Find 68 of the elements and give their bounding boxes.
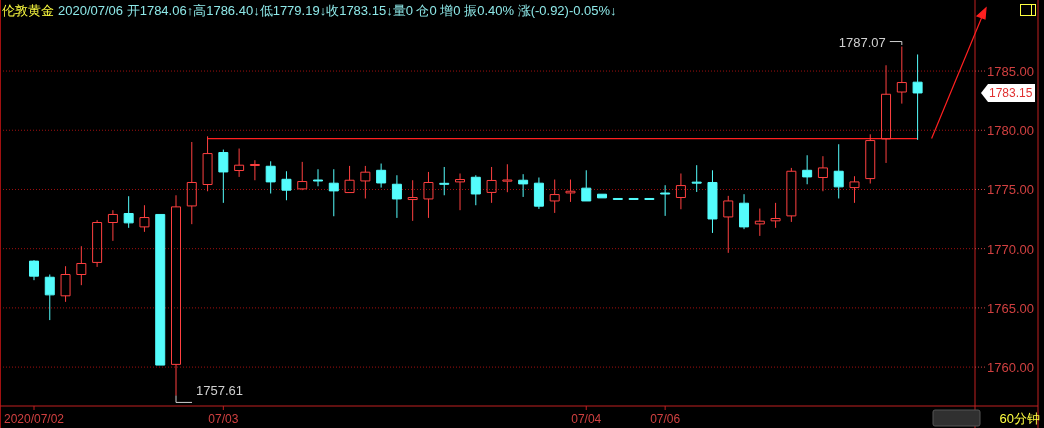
y-tick-label: 1760.00	[987, 360, 1034, 376]
candlestick	[754, 208, 765, 237]
candlestick	[76, 245, 87, 286]
x-tick-label: 07/04	[571, 412, 602, 426]
candlestick	[723, 195, 734, 254]
candlestick	[565, 179, 576, 203]
x-tick-label: 2020/07/02	[3, 412, 65, 426]
candlestick	[29, 259, 39, 281]
candlestick	[344, 165, 355, 194]
candlestick	[281, 170, 292, 201]
candlestick	[833, 143, 844, 199]
candlestick	[770, 202, 781, 229]
candlestick	[660, 184, 671, 217]
candlestick	[549, 179, 560, 214]
candlestick	[470, 174, 481, 206]
candlestick	[896, 46, 907, 105]
chart-title: 伦敦黄金	[2, 3, 54, 18]
candlestick	[328, 168, 339, 217]
candlestick	[533, 177, 544, 210]
annotation: 1787.07	[838, 34, 886, 50]
candlestick	[123, 195, 134, 229]
chart-subtitle: 2020/07/06 开1784.06↑高1786.40↓低1779.19↓收1783.15↓量0 仓0 增0 振0.40% 涨(-0.92)-0.05%↓	[58, 3, 617, 18]
candlestick	[849, 175, 860, 204]
candlestick	[912, 53, 923, 141]
candlestick	[139, 204, 150, 233]
y-tick-label: 1780.00	[987, 123, 1034, 139]
candlestick	[786, 167, 797, 223]
candlestick	[313, 168, 324, 187]
candlestick	[739, 193, 750, 230]
candlestick	[107, 209, 118, 242]
y-tick-label: 1765.00	[987, 300, 1034, 316]
x-tick-label: 07/03	[208, 412, 239, 426]
candlestick	[691, 164, 702, 193]
candlestick	[439, 166, 450, 196]
candlestick	[249, 159, 260, 181]
candlestick	[581, 169, 592, 202]
candlestick	[817, 155, 828, 192]
candlestick	[802, 154, 813, 185]
candlestick	[612, 197, 623, 200]
candlestick	[297, 161, 308, 191]
candlestick	[407, 179, 418, 222]
candlestick	[628, 197, 639, 200]
candlestick	[423, 171, 434, 219]
x-tick-label: 07/06	[650, 412, 681, 426]
candlestick	[644, 197, 655, 200]
candlestick	[360, 165, 371, 199]
candlestick	[44, 274, 55, 321]
text: 60分钟	[999, 411, 1040, 426]
candlestick	[155, 213, 166, 366]
candlestick	[234, 148, 245, 178]
text: 1783.15	[989, 85, 1033, 100]
candlestick	[597, 193, 608, 199]
candlestick	[218, 149, 229, 204]
candlestick	[502, 163, 513, 193]
annotation: 1757.61	[196, 383, 244, 399]
candlestick	[186, 141, 197, 225]
y-tick-label: 1785.00	[987, 64, 1034, 80]
candlestick	[376, 163, 387, 189]
candlestick	[92, 219, 103, 268]
candlestick	[518, 173, 529, 198]
candlestick	[865, 133, 876, 185]
y-tick-label: 1775.00	[987, 182, 1034, 198]
candlestick	[675, 172, 686, 210]
candlestick	[707, 169, 718, 234]
y-tick-label: 1770.00	[987, 241, 1034, 257]
candlestick	[486, 166, 497, 204]
candlestick	[265, 160, 276, 194]
candlestick	[391, 174, 402, 219]
